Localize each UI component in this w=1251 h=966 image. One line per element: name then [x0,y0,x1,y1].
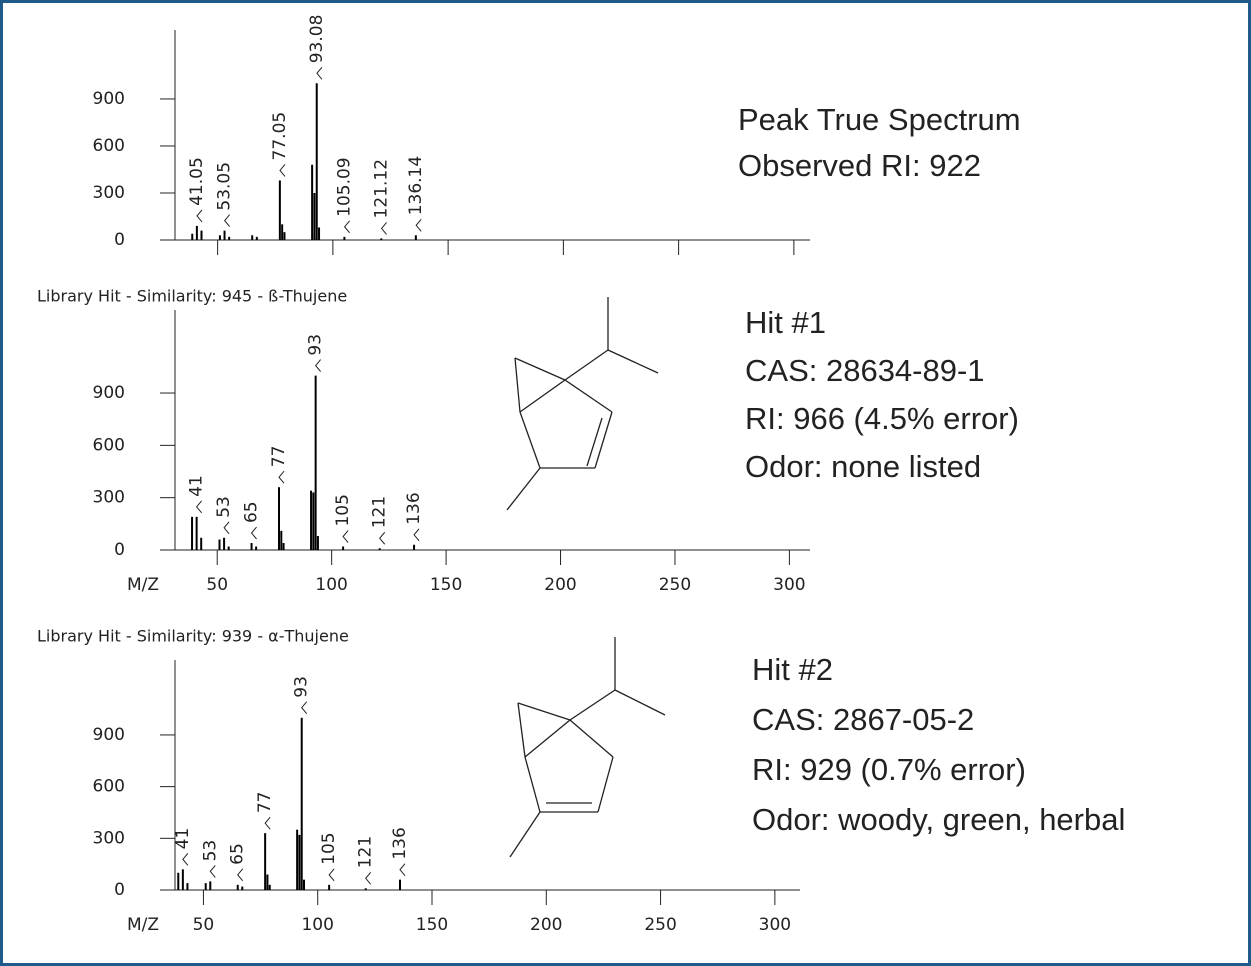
peak-marker [223,521,230,535]
x-tick-label: 200 [544,575,576,595]
peak-marker [380,222,387,235]
peak-label: 136.14 [406,156,426,215]
peak-label: 105 [319,832,339,864]
info-text: Observed RI: 922 [738,148,981,183]
peak-label: 77.05 [270,112,290,161]
peak-label: 65 [242,501,262,523]
peak-marker [379,531,386,545]
peak-marker [415,218,422,232]
x-tick-label: 150 [416,915,448,935]
peak-label: 41 [173,828,193,850]
info-text: Hit #2 [752,652,833,687]
peak-marker [328,868,335,882]
y-tick-label: 900 [93,89,125,109]
x-tick-label: 250 [644,915,676,935]
peak-label: 53 [200,840,220,862]
peak-marker [316,66,323,80]
peak-label: 93.08 [307,15,327,64]
info-text: Odor: woody, green, herbal [752,802,1125,837]
peak-marker [264,816,271,830]
peak-marker [343,220,350,234]
peak-label: 93 [306,334,326,356]
peak-marker [365,871,372,885]
y-tick-label: 300 [93,488,125,508]
x-tick-label: 300 [759,915,791,935]
y-tick-label: 600 [93,136,125,156]
peak-label: 77 [269,446,289,468]
info-text: Peak True Spectrum [738,102,1021,137]
peak-marker [342,530,349,543]
peak-label: 105 [333,494,353,526]
peak-marker [182,853,189,866]
info-text: RI: 929 (0.7% error) [752,752,1026,787]
peak-label: 93 [292,676,312,698]
info-text: CAS: 2867-05-2 [752,702,974,737]
peak-label: 53 [214,496,234,518]
info-text: Hit #1 [745,305,826,340]
peak-label: 65 [228,843,248,865]
peak-label: 136 [404,492,424,524]
y-tick-label: 900 [93,725,125,745]
x-axis-label: M/Z [127,575,159,595]
peak-marker [413,528,420,542]
x-tick-label: 50 [206,575,228,595]
peak-marker [279,164,286,177]
peak-marker [278,470,285,484]
info-text: RI: 966 (4.5% error) [745,401,1019,436]
peak-marker [195,500,203,514]
x-tick-label: 250 [659,575,691,595]
x-tick-label: 200 [530,915,562,935]
info-text: Odor: none listed [745,449,981,484]
chart-title: Library Hit - Similarity: 939 - α-Thujen… [37,627,349,646]
peak-label: 77 [255,792,275,814]
peak-label: 121 [370,496,390,528]
peak-label: 121.12 [372,159,392,218]
peak-marker [224,214,231,227]
y-tick-label: 0 [114,880,125,900]
y-tick-label: 300 [93,828,125,848]
y-tick-label: 600 [93,777,125,797]
x-tick-label: 150 [430,575,462,595]
y-tick-label: 0 [114,230,125,250]
peak-label: 121 [356,836,376,868]
x-axis-label: M/Z [127,915,159,935]
x-tick-label: 100 [301,915,333,935]
structure-alpha-thujene [509,637,666,858]
peak-marker [196,209,203,223]
peak-marker [314,359,322,372]
x-tick-label: 50 [193,915,215,935]
peak-marker [250,526,257,540]
peak-label: 136 [390,827,410,859]
y-tick-label: 600 [93,435,125,455]
info-text: CAS: 28634-89-1 [745,353,985,388]
peak-label: 41 [187,475,207,497]
y-tick-label: 300 [93,183,125,203]
y-tick-label: 900 [93,383,125,403]
x-tick-label: 100 [315,575,347,595]
peak-label: 41.05 [187,157,207,206]
y-tick-label: 0 [114,540,125,560]
peak-marker [399,863,406,876]
peak-marker [237,868,244,882]
peak-label: 105.09 [335,157,355,216]
peak-marker [209,865,216,878]
structure-beta-thujene [506,297,659,511]
x-tick-label: 300 [773,575,805,595]
peak-label: 53.05 [215,162,235,211]
chart-title: Library Hit - Similarity: 945 - ß-Thujen… [37,287,347,306]
peak-marker [301,701,308,715]
